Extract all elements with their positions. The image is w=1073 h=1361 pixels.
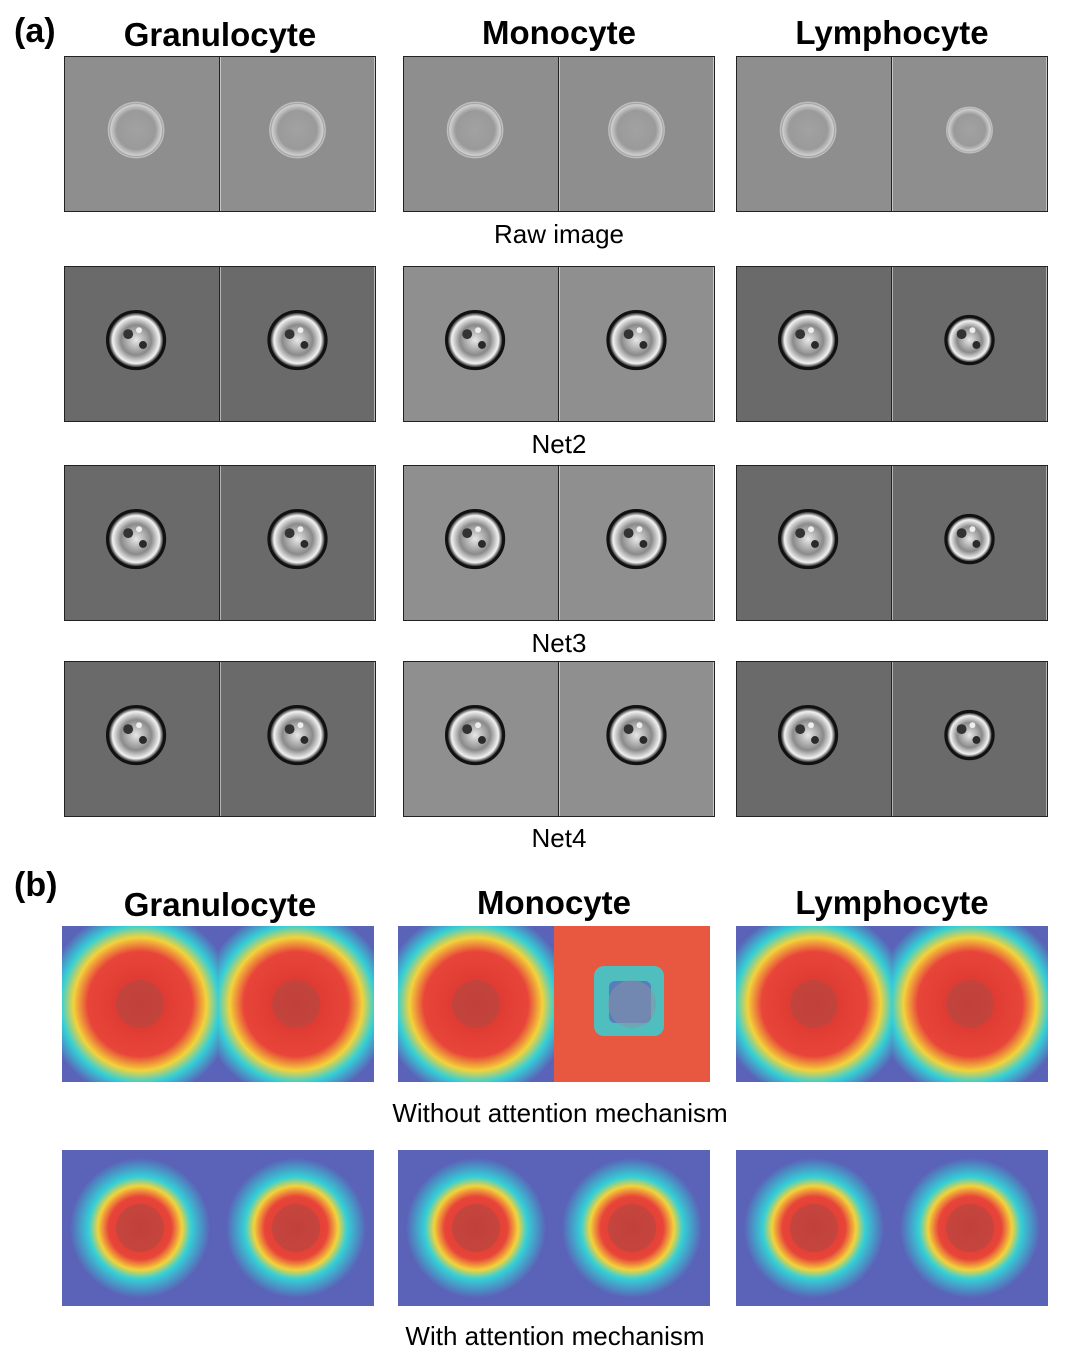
micrograph-lymphocyte-image-2 [892, 465, 1048, 621]
micrograph-monocyte-image-1 [403, 266, 559, 422]
micrograph-lymphocyte-image-2 [892, 266, 1048, 422]
micrograph-lymphocyte-image-1 [736, 266, 892, 422]
micrograph-monocyte-image-2 [559, 266, 715, 422]
heatmap-monocyte-image-2 [554, 926, 710, 1082]
micrograph-pair-granulocyte-row3 [64, 465, 376, 621]
micrograph-pair-monocyte-row1 [403, 56, 715, 212]
micrograph-lymphocyte-image-2 [892, 661, 1048, 817]
column-header-monocyte: Monocyte [481, 14, 636, 51]
column-header-lymphocyte: Lymphocyte [795, 14, 989, 51]
micrograph-pair-lymphocyte-row3 [736, 465, 1048, 621]
heatmap-pair-monocyte-row2 [398, 1150, 710, 1306]
micrograph-granulocyte-image-2 [220, 465, 376, 621]
heatmap-pair-lymphocyte-row1 [736, 926, 1048, 1082]
micrograph-granulocyte-image-2 [220, 56, 376, 212]
micrograph-monocyte-image-1 [403, 56, 559, 212]
heatmap-granulocyte-image-1 [62, 926, 218, 1082]
micrograph-pair-lymphocyte-row4 [736, 661, 1048, 817]
micrograph-pair-lymphocyte-row2 [736, 266, 1048, 422]
micrograph-granulocyte-image-1 [64, 661, 220, 817]
heatmap-pair-lymphocyte-row2 [736, 1150, 1048, 1306]
heatmap-monocyte-image-1 [398, 926, 554, 1082]
heatmap-granulocyte-image-2 [218, 1150, 374, 1306]
micrograph-monocyte-image-1 [403, 465, 559, 621]
micrograph-granulocyte-image-1 [64, 465, 220, 621]
micrograph-pair-monocyte-row3 [403, 465, 715, 621]
micrograph-lymphocyte-image-1 [736, 661, 892, 817]
heatmap-pair-monocyte-row1 [398, 926, 710, 1082]
micrograph-lymphocyte-image-1 [736, 465, 892, 621]
micrograph-lymphocyte-image-2 [892, 56, 1048, 212]
panel-b-label: (b) [14, 866, 58, 904]
heatmap-pair-granulocyte-row2 [62, 1150, 374, 1306]
micrograph-pair-lymphocyte-row1 [736, 56, 1048, 212]
micrograph-pair-granulocyte-row4 [64, 661, 376, 817]
row-caption-with-attention: With attention mechanism [405, 1321, 705, 1351]
micrograph-pair-monocyte-row2 [403, 266, 715, 422]
micrograph-granulocyte-image-2 [220, 661, 376, 817]
micrograph-pair-granulocyte-row2 [64, 266, 376, 422]
micrograph-lymphocyte-image-1 [736, 56, 892, 212]
micrograph-granulocyte-image-1 [64, 56, 220, 212]
micrograph-monocyte-image-2 [559, 56, 715, 212]
row-caption-raw-image: Raw image [493, 219, 625, 249]
heatmap-monocyte-image-1 [398, 1150, 554, 1306]
heatmap-lymphocyte-image-1 [736, 926, 892, 1082]
micrograph-monocyte-image-2 [559, 465, 715, 621]
heatmap-granulocyte-image-2 [218, 926, 374, 1082]
heatmap-pair-granulocyte-row1 [62, 926, 374, 1082]
column-header-granulocyte: Granulocyte [123, 16, 317, 53]
heatmap-lymphocyte-image-2 [892, 1150, 1048, 1306]
micrograph-monocyte-image-2 [559, 661, 715, 817]
micrograph-pair-granulocyte-row1 [64, 56, 376, 212]
panel-a-label: (a) [14, 12, 56, 50]
micrograph-monocyte-image-1 [403, 661, 559, 817]
heatmap-lymphocyte-image-1 [736, 1150, 892, 1306]
heatmap-granulocyte-image-1 [62, 1150, 218, 1306]
row-caption-net2: Net2 [531, 429, 587, 459]
micrograph-granulocyte-image-1 [64, 266, 220, 422]
column-header-monocyte-b: Monocyte [476, 884, 631, 921]
micrograph-granulocyte-image-2 [220, 266, 376, 422]
row-caption-net4: Net4 [531, 823, 587, 853]
row-caption-net3: Net3 [531, 628, 587, 658]
heatmap-lymphocyte-image-2 [892, 926, 1048, 1082]
micrograph-pair-monocyte-row4 [403, 661, 715, 817]
heatmap-monocyte-image-2 [554, 1150, 710, 1306]
column-header-granulocyte-b: Granulocyte [123, 886, 317, 923]
row-caption-without-attention: Without attention mechanism [392, 1098, 728, 1128]
column-header-lymphocyte-b: Lymphocyte [795, 884, 989, 921]
